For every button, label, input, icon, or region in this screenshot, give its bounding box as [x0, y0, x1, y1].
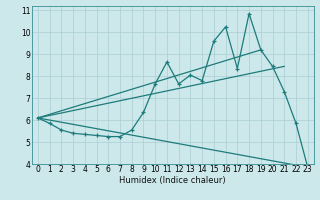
X-axis label: Humidex (Indice chaleur): Humidex (Indice chaleur) — [119, 176, 226, 185]
